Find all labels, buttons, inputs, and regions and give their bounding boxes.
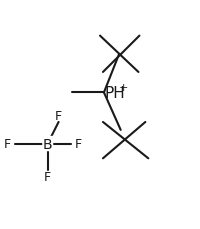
Text: F: F <box>4 137 11 150</box>
Text: F: F <box>44 170 51 183</box>
Text: F: F <box>75 137 82 150</box>
Text: B: B <box>43 137 53 151</box>
Text: PH: PH <box>105 86 126 101</box>
Text: +: + <box>119 83 128 93</box>
Text: F: F <box>55 109 62 122</box>
